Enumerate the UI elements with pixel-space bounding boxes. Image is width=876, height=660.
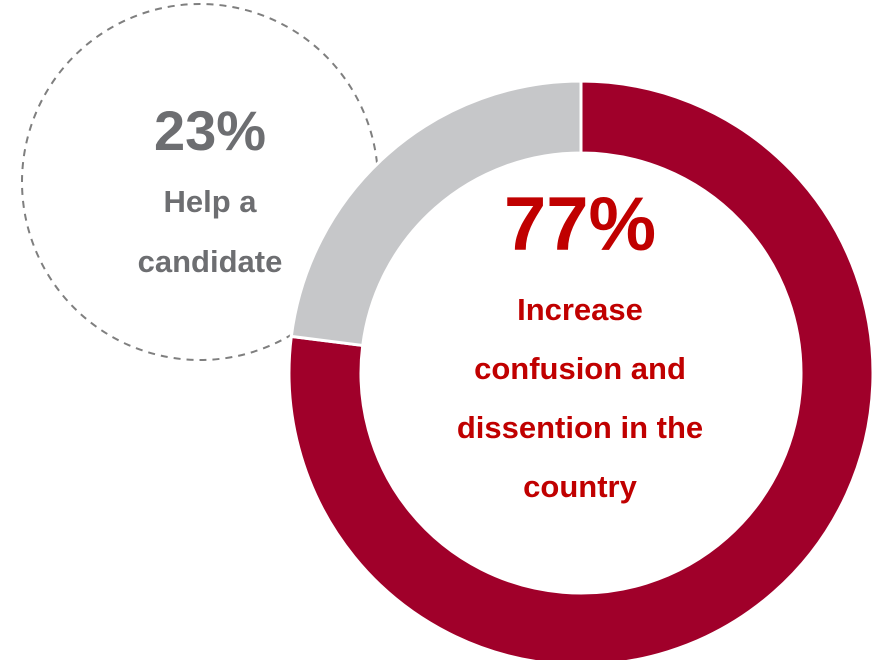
label-text-increase-confusion-line-3: dissention in the [457,410,703,445]
label-text-help-candidate-line-2: candidate [138,244,283,279]
label-text-increase-confusion-line-1: Increase [517,292,643,327]
label-value-help-candidate: 23% [154,99,266,162]
label-text-increase-confusion-line-2: confusion and [474,351,686,386]
label-value-increase-confusion: 77% [504,182,656,267]
slice-increase-confusion [287,79,875,660]
slice-help-candidate [289,79,583,348]
label-text-help-candidate-line-1: Help a [163,184,257,219]
label-text-increase-confusion-line-4: country [523,469,637,504]
